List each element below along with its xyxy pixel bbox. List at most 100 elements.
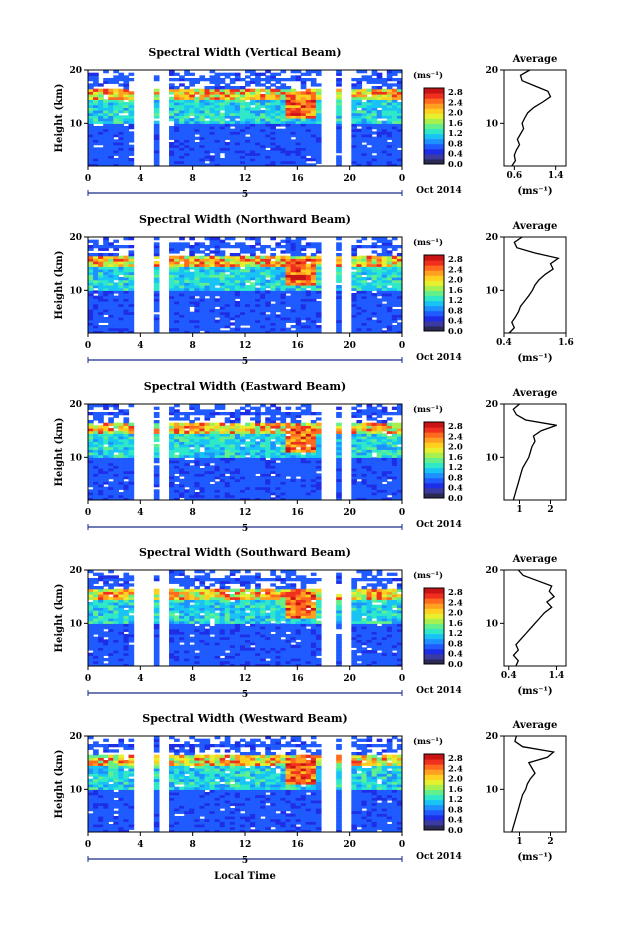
heatmap-cell	[184, 473, 190, 477]
heatmap-cell	[224, 433, 231, 437]
heatmap-cell	[199, 107, 206, 111]
heatmap-cell	[123, 309, 130, 313]
heatmap-cell	[204, 91, 211, 95]
heatmap-cell	[260, 139, 266, 143]
heatmap-cell	[265, 449, 271, 453]
heatmap-cell	[265, 282, 271, 286]
heatmap-cell	[153, 306, 160, 310]
heatmap-cell	[255, 314, 261, 318]
heatmap-cell	[118, 327, 125, 331]
heatmap-cell	[194, 486, 201, 490]
heatmap-cell	[153, 158, 160, 162]
heatmap-cell	[290, 438, 297, 442]
heatmap-cell	[174, 258, 180, 262]
heatmap-cell	[366, 163, 373, 166]
heatmap-cell	[219, 497, 226, 500]
heatmap-cell	[113, 454, 119, 458]
heatmap-cell	[371, 433, 378, 437]
heatmap-cell	[275, 158, 282, 162]
heatmap-cell	[239, 120, 246, 124]
heatmap-cell	[189, 102, 195, 106]
heatmap-cell	[123, 83, 130, 87]
heatmap-cell	[275, 258, 282, 262]
heatmap-cell	[128, 279, 135, 283]
heatmap-cell	[386, 155, 393, 159]
heatmap-cell	[280, 412, 287, 416]
heatmap-cell	[295, 436, 302, 440]
heatmap-cell	[194, 80, 201, 84]
heatmap-cell	[169, 317, 175, 321]
heatmap-cell	[229, 110, 236, 114]
heatmap-cell	[103, 242, 109, 246]
heatmap-cell	[371, 494, 378, 498]
heatmap-cell	[371, 86, 378, 90]
heatmap-cell	[123, 306, 130, 310]
heatmap-cell	[194, 274, 201, 278]
heatmap-cell	[234, 303, 241, 307]
heatmap-cell	[386, 131, 393, 135]
heatmap-cell	[270, 476, 276, 480]
heatmap-cell	[366, 433, 373, 437]
heatmap-cell	[290, 242, 297, 246]
heatmap-cell	[250, 460, 256, 464]
heatmap-cell	[214, 422, 221, 426]
heatmap-cell	[219, 86, 226, 90]
heatmap-cell	[305, 494, 312, 498]
heatmap-cell	[118, 94, 125, 98]
heatmap-cell	[255, 319, 261, 323]
heatmap-cell	[179, 104, 185, 108]
heatmap-cell	[275, 287, 282, 291]
heatmap-cell	[128, 123, 135, 127]
heatmap-cell	[98, 457, 104, 461]
heatmap-cell	[93, 492, 99, 496]
heatmap-cell	[290, 253, 297, 257]
heatmap-cell	[285, 96, 292, 100]
heatmap-cell	[245, 494, 251, 498]
heatmap-cell	[366, 478, 373, 482]
average-title: Average	[512, 388, 558, 399]
heatmap-cell	[391, 160, 398, 164]
heatmap-cell	[103, 449, 109, 453]
heatmap-cell	[204, 330, 211, 333]
heatmap-cell	[224, 306, 231, 310]
heatmap-cell	[290, 428, 297, 432]
heatmap-cell	[381, 147, 388, 151]
heatmap-cell	[336, 163, 342, 166]
heatmap-cell	[376, 126, 383, 130]
heatmap-cell	[184, 72, 190, 76]
heatmap-cell	[376, 327, 383, 331]
heatmap-cell	[88, 484, 94, 488]
heatmap-cell	[209, 237, 216, 241]
heatmap-cell	[300, 112, 307, 116]
heatmap-cell	[376, 75, 383, 79]
heatmap-cell	[270, 78, 276, 82]
heatmap-cell	[98, 269, 104, 273]
colorbar-tick-label: 0.4	[448, 484, 463, 494]
heatmap-cell	[103, 155, 109, 159]
heatmap-cell	[184, 155, 190, 159]
heatmap-cell	[224, 478, 231, 482]
heatmap-cell	[361, 486, 368, 490]
heatmap-cell	[366, 266, 373, 270]
heatmap-cell	[189, 131, 195, 135]
heatmap-cell	[396, 449, 402, 453]
heatmap-cell	[305, 290, 312, 294]
heatmap-cell	[351, 118, 358, 122]
heatmap-cell	[234, 104, 241, 108]
heatmap-cell	[229, 433, 236, 437]
heatmap-cell	[108, 134, 114, 138]
heatmap-cell	[204, 497, 211, 500]
heatmap-cell	[169, 274, 175, 278]
heatmap-cell	[255, 441, 261, 445]
heatmap-cell	[391, 152, 398, 156]
heatmap-cell	[305, 274, 312, 278]
heatmap-cell	[255, 428, 261, 432]
heatmap-cell	[300, 271, 307, 275]
heatmap-cell	[199, 306, 206, 310]
heatmap-cell	[275, 112, 282, 116]
heatmap-cell	[169, 473, 175, 477]
heatmap-cell	[265, 96, 271, 100]
heatmap-cell	[381, 409, 388, 413]
heatmap-cell	[239, 298, 246, 302]
heatmap-cell	[376, 433, 383, 437]
